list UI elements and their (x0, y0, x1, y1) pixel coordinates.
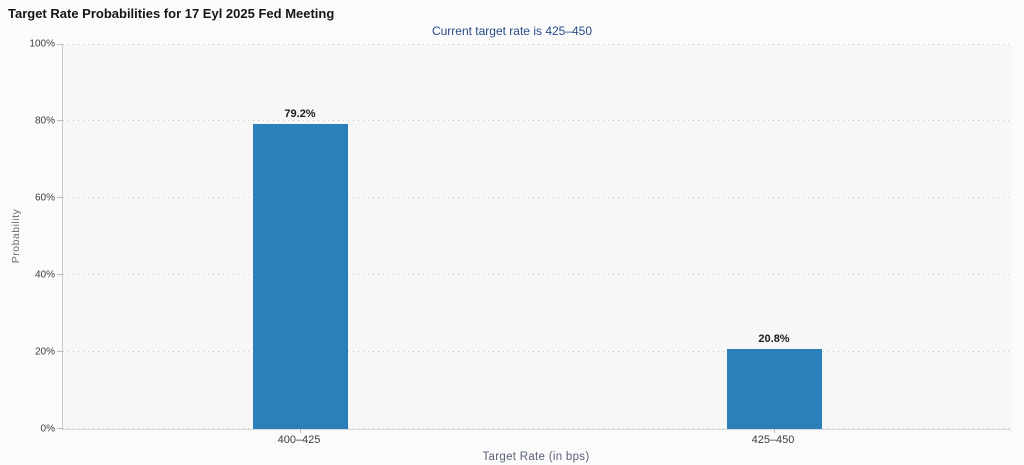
y-tick-mark (57, 197, 62, 198)
gridline-60 (63, 197, 1011, 198)
chart-title: Target Rate Probabilities for 17 Eyl 202… (8, 6, 335, 21)
x-axis-tick-labels: 400–425 425–450 (62, 434, 1010, 448)
chart-subtitle: Current target rate is 425–450 (431, 24, 593, 38)
x-tick-mark (774, 429, 775, 433)
gridline-0 (63, 428, 1011, 429)
y-tick-label: 20% (34, 346, 55, 358)
gridline-80 (63, 120, 1011, 121)
bar-400–425[interactable] (252, 124, 348, 429)
x-tick-mark (300, 429, 301, 433)
x-tick-label: 425–450 (751, 434, 795, 446)
bar-425–450[interactable] (726, 348, 822, 429)
y-tick-label: 60% (34, 192, 55, 204)
bar-value-label: 20.8% (758, 332, 790, 345)
y-tick-label: 80% (34, 115, 55, 127)
y-tick-mark (57, 44, 62, 45)
y-tick-mark (57, 120, 62, 121)
y-tick-mark (57, 274, 62, 275)
y-tick-mark (57, 351, 62, 352)
y-tick-label: 0% (40, 423, 55, 435)
y-tick-mark (57, 428, 62, 429)
y-tick-label: 40% (34, 269, 55, 281)
plot-area: 0% 20% 40% 60% 80% 100% 79.2% 20.8% (29, 39, 1011, 435)
x-axis-title: Target Rate (in bps) (482, 451, 590, 463)
gridline-100 (63, 44, 1011, 45)
y-axis-title: Probability (10, 208, 22, 264)
x-tick-label: 400–425 (277, 434, 321, 446)
bar-value-label: 79.2% (284, 108, 316, 121)
y-tick-label: 100% (29, 38, 55, 50)
gridline-20 (63, 351, 1011, 352)
gridline-40 (63, 274, 1011, 275)
